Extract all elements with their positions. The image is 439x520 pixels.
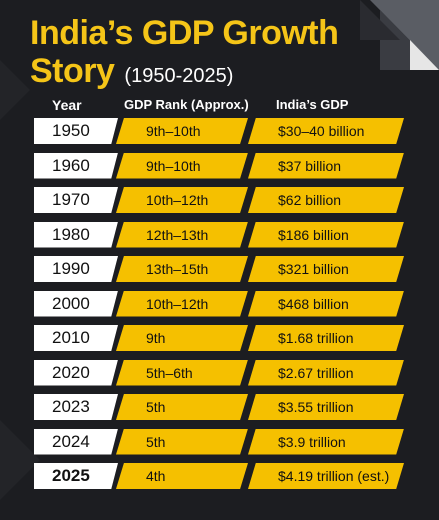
year-cell: 2023 [34, 394, 118, 420]
rank-cell: 4th [116, 463, 248, 489]
table-row: 2024 5th $3.9 trillion [0, 428, 439, 455]
rank-cell: 10th–12th [116, 290, 248, 317]
table-row: 1960 9th–10th $37 billion [0, 152, 439, 179]
year-cell: 2024 [34, 428, 118, 455]
year-cell: 2010 [34, 325, 118, 351]
gdp-cell: $3.55 trillion [248, 394, 404, 420]
rank-cell: 10th–12th [116, 187, 248, 213]
year-cell: 2000 [34, 290, 118, 317]
table-row: 1950 9th–10th $30–40 billion [0, 118, 439, 144]
column-header-year: Year [52, 97, 82, 113]
rank-cell: 9th [116, 325, 248, 351]
column-header-rank: GDP Rank (Approx.) [124, 97, 249, 112]
rank-cell: 13th–15th [116, 256, 248, 282]
column-header-gdp: India’s GDP [276, 97, 349, 112]
rank-cell: 12th–13th [116, 221, 248, 248]
rank-cell: 5th [116, 394, 248, 420]
gdp-cell: $468 billion [248, 290, 404, 317]
gdp-cell: $30–40 billion [248, 118, 404, 144]
table-row: 2025 4th $4.19 trillion (est.) [0, 463, 439, 489]
gdp-cell: $2.67 trillion [248, 359, 404, 386]
gdp-cell: $4.19 trillion (est.) [248, 463, 404, 489]
page-title: India’s GDP Growth Story (1950-2025) [30, 14, 339, 95]
title-line-2: Story [30, 52, 115, 90]
title-year-range: (1950-2025) [124, 65, 234, 87]
gdp-cell: $321 billion [248, 256, 404, 282]
table-row: 1970 10th–12th $62 billion [0, 187, 439, 213]
gdp-cell: $3.9 trillion [248, 428, 404, 455]
table-row: 2010 9th $1.68 trillion [0, 325, 439, 351]
year-cell: 2025 [34, 463, 118, 489]
year-cell: 2020 [34, 359, 118, 386]
rank-cell: 9th–10th [116, 152, 248, 179]
year-cell: 1980 [34, 221, 118, 248]
year-cell: 1960 [34, 152, 118, 179]
table-row: 2020 5th–6th $2.67 trillion [0, 359, 439, 386]
gdp-cell: $1.68 trillion [248, 325, 404, 351]
rank-cell: 9th–10th [116, 118, 248, 144]
gdp-cell: $62 billion [248, 187, 404, 213]
year-cell: 1970 [34, 187, 118, 213]
rank-cell: 5th–6th [116, 359, 248, 386]
rank-cell: 5th [116, 428, 248, 455]
table-row: 2000 10th–12th $468 billion [0, 290, 439, 317]
gdp-cell: $186 billion [248, 221, 404, 248]
table-row: 1990 13th–15th $321 billion [0, 256, 439, 282]
gdp-cell: $37 billion [248, 152, 404, 179]
year-cell: 1950 [34, 118, 118, 144]
year-cell: 1990 [34, 256, 118, 282]
table-row: 1980 12th–13th $186 billion [0, 221, 439, 248]
table-row: 2023 5th $3.55 trillion [0, 394, 439, 420]
title-line-1: India’s GDP Growth [30, 14, 339, 52]
